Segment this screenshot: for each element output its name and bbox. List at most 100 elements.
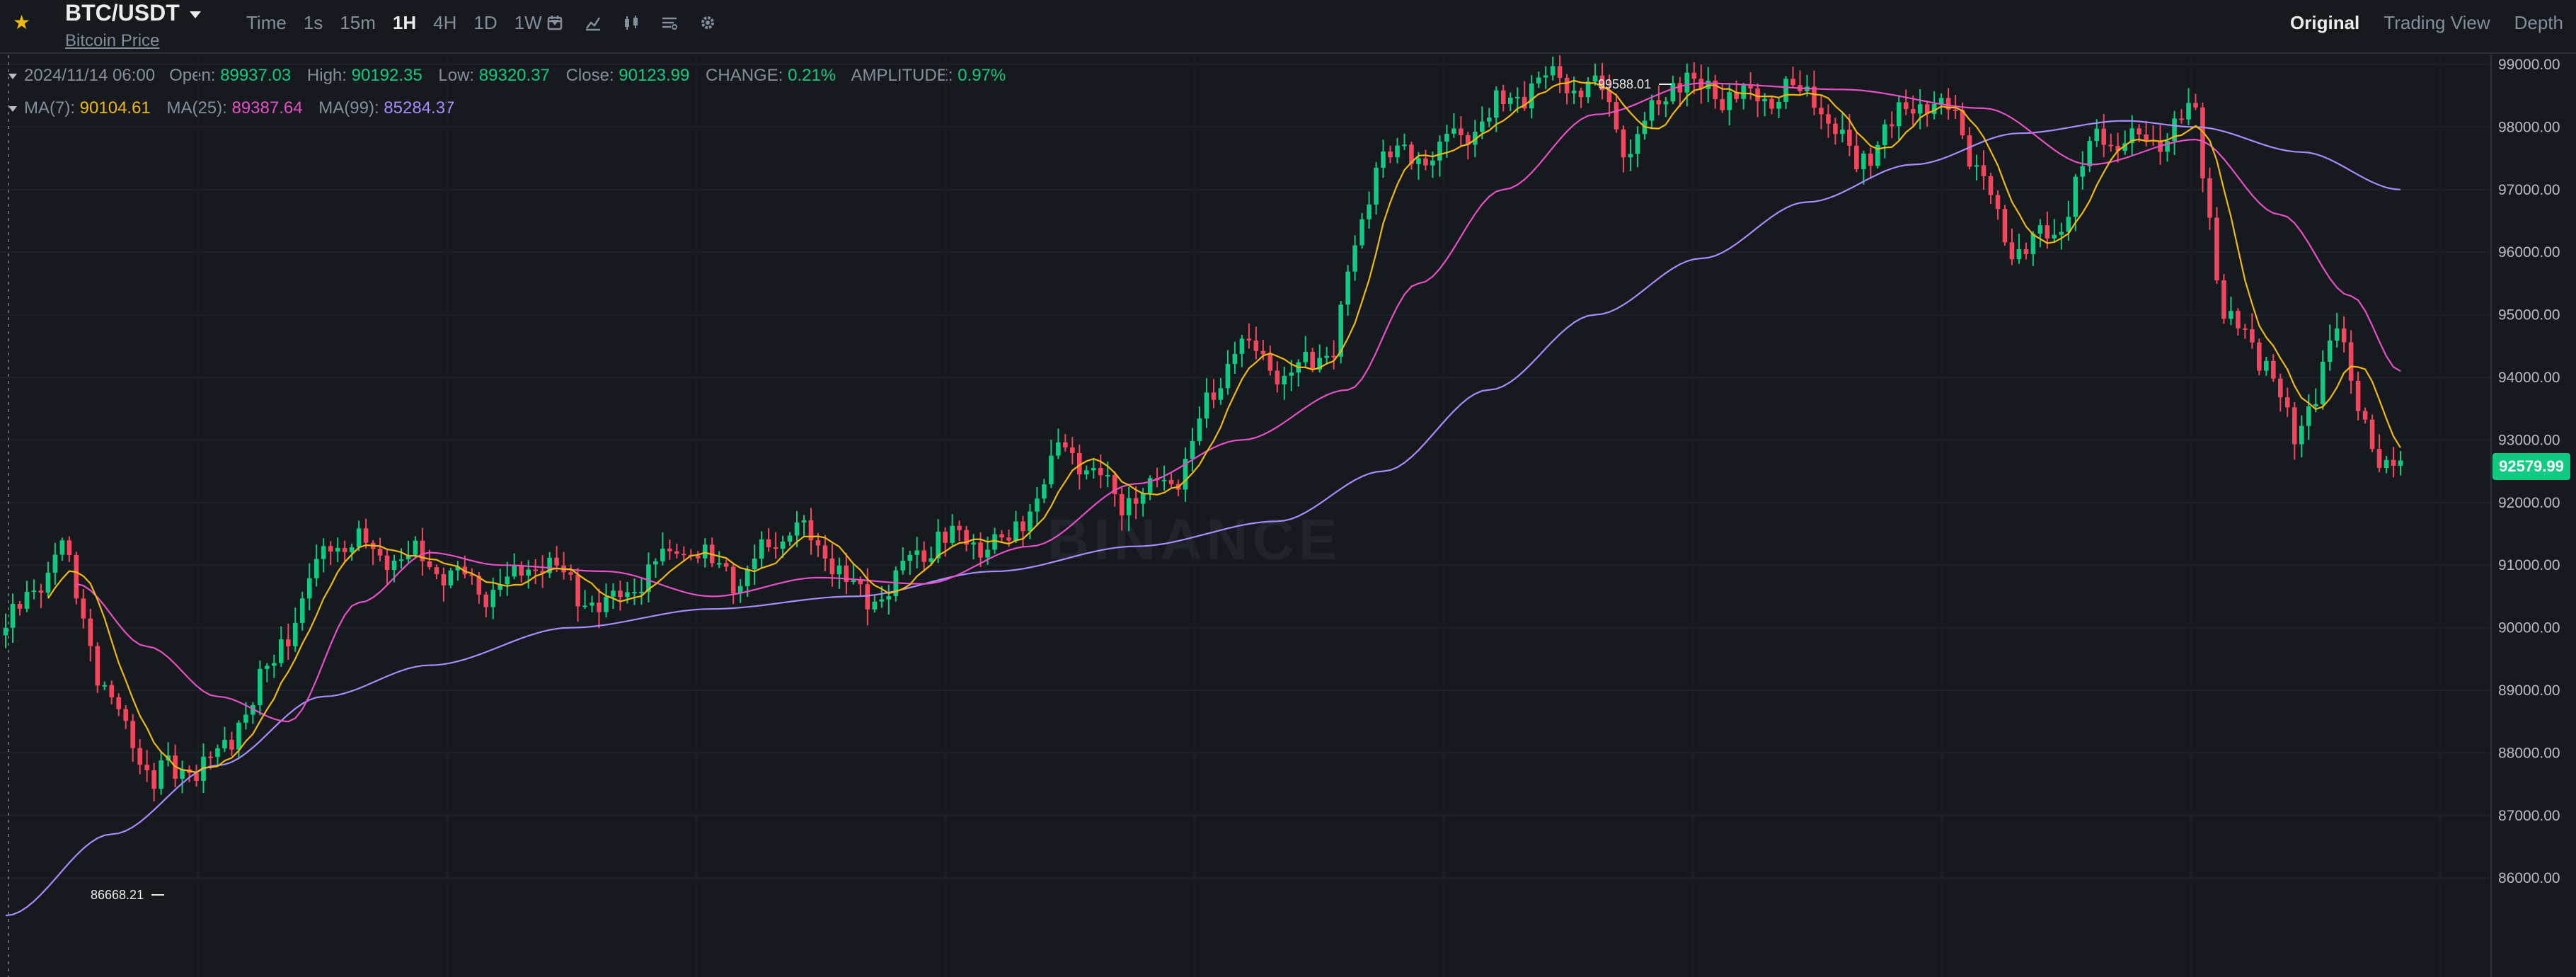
candle-down — [1578, 90, 1584, 98]
interval-1w[interactable]: 1W — [514, 11, 542, 33]
candle-down — [568, 572, 573, 575]
layout-icon[interactable] — [657, 10, 682, 35]
price-tick-label: 88000.00 — [2498, 745, 2560, 761]
candle-down — [1522, 96, 1527, 109]
candle-up — [1035, 498, 1040, 512]
ma-collapse-chevron-icon[interactable] — [8, 105, 17, 112]
candle-down — [2101, 128, 2107, 145]
candle-down — [723, 563, 729, 567]
ma99-value: 85284.37 — [384, 98, 455, 118]
candle-up — [660, 548, 665, 561]
candle-down — [1677, 83, 1683, 93]
candles-layer — [3, 55, 2403, 802]
candle-down — [1409, 144, 1414, 164]
candle-down — [469, 574, 475, 576]
candle-down — [1557, 66, 1563, 78]
interval-time[interactable]: Time — [246, 11, 287, 33]
chart-grid — [0, 55, 2491, 977]
indicator-icon[interactable] — [580, 10, 606, 35]
candle-up — [159, 760, 163, 789]
candle-down — [1246, 338, 1252, 341]
candle-down — [2369, 419, 2375, 450]
candle-down — [674, 551, 679, 554]
price-tick-label: 86000.00 — [2498, 870, 2560, 886]
candle-up — [2320, 362, 2325, 404]
candle-up — [1783, 79, 1788, 102]
candle-down — [1910, 109, 1916, 114]
interval-more-chevron-icon[interactable] — [550, 20, 559, 25]
price-tick-label: 97000.00 — [2498, 182, 2560, 198]
candle-up — [1536, 77, 1541, 84]
high-value: 90192.35 — [351, 66, 422, 85]
candle-down — [597, 602, 602, 612]
pair-subtitle-link[interactable]: Bitcoin Price — [65, 31, 160, 50]
candle-up — [448, 570, 454, 585]
candle-up — [1543, 75, 1548, 78]
candle-up — [1218, 388, 1224, 400]
candle-down — [1924, 104, 1930, 114]
candle-up — [2094, 128, 2100, 142]
candle-down — [208, 756, 213, 758]
candle-up — [582, 605, 587, 607]
favorite-star-icon[interactable]: ★ — [13, 11, 31, 34]
calendar-icon[interactable] — [542, 10, 568, 35]
candle-up — [625, 592, 630, 598]
candle-down — [2207, 178, 2212, 218]
candle-down — [1790, 79, 1795, 86]
candle-down — [109, 685, 115, 697]
candle-type-icon[interactable] — [619, 10, 644, 35]
candle-up — [1232, 353, 1238, 365]
collapse-chevron-icon[interactable] — [8, 73, 17, 79]
interval-1d[interactable]: 1D — [473, 11, 498, 33]
candle-down — [88, 618, 93, 646]
close-value: 90123.99 — [619, 66, 690, 85]
candle-up — [2122, 143, 2127, 152]
candle-up — [992, 534, 997, 550]
candle-up — [1875, 144, 1880, 166]
candle-up — [455, 566, 461, 571]
candle-down — [1133, 498, 1139, 504]
candle-up — [1352, 245, 1357, 272]
candle-up — [1402, 144, 1407, 147]
candle-up — [406, 554, 411, 560]
view-depth[interactable]: Depth — [2514, 11, 2563, 33]
interval-1s[interactable]: 1s — [303, 11, 323, 33]
candle-down — [2278, 378, 2283, 398]
settings-icon[interactable] — [695, 10, 720, 35]
candle-up — [2334, 328, 2340, 341]
candle-up — [2229, 311, 2233, 319]
candle-down — [822, 545, 828, 559]
candle-up — [398, 559, 404, 561]
candle-up — [886, 596, 892, 600]
candle-down — [1006, 537, 1011, 541]
candle-down — [2115, 146, 2121, 152]
interval-4h[interactable]: 4H — [433, 11, 457, 33]
view-switcher: Original Trading View Depth — [2266, 10, 2563, 35]
candle-up — [222, 739, 227, 749]
candle-up — [52, 554, 58, 573]
candlestick-chart[interactable]: 99000.00 98000.00 97000.00 96000.00 95000.00… — [0, 55, 2576, 977]
candle-down — [342, 547, 347, 552]
candle-down — [1833, 123, 1838, 135]
candle-up — [215, 748, 220, 758]
candle-down — [1953, 109, 1958, 111]
candle-up — [737, 585, 743, 594]
candle-up — [1444, 133, 1449, 142]
candle-up — [272, 663, 277, 666]
candle-up — [31, 590, 37, 593]
change-value: 0.21% — [788, 66, 836, 85]
candle-up — [3, 627, 8, 636]
ma25-line — [76, 82, 2401, 723]
candle-up — [356, 528, 362, 548]
candle-down — [1070, 447, 1075, 453]
candle-down — [1112, 475, 1117, 494]
candle-up — [1042, 484, 1047, 499]
view-trading-view[interactable]: Trading View — [2384, 11, 2490, 33]
interval-15m[interactable]: 15m — [340, 11, 376, 33]
candle-up — [2384, 459, 2389, 468]
interval-1h[interactable]: 1H — [392, 11, 417, 33]
view-original[interactable]: Original — [2290, 11, 2360, 33]
low-value: 89320.37 — [478, 66, 550, 85]
candle-down — [1734, 92, 1739, 99]
pair-selector[interactable]: BTC/USDT — [65, 0, 201, 25]
